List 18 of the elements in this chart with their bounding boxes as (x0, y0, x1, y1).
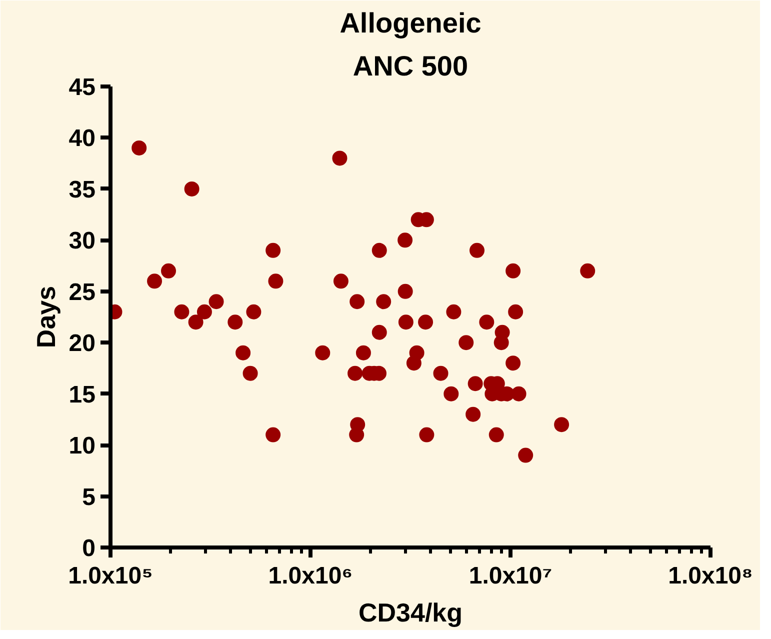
y-tick-label: 15 (68, 381, 96, 408)
x-tick-label: 1.0x10⁷ (468, 562, 552, 590)
y-tick-label: 30 (68, 228, 96, 255)
y-tick-label: 45 (68, 74, 96, 101)
y-tick-label: 0 (82, 535, 96, 562)
x-tick-label: 1.0x10⁸ (668, 562, 753, 590)
x-tick-label: 1.0x10⁶ (268, 562, 353, 590)
x-tick-label: 1.0x10⁵ (68, 562, 153, 590)
y-tick-label: 5 (82, 484, 96, 511)
x-axis-title: CD34/kg (358, 598, 463, 628)
y-tick-label: 35 (68, 176, 96, 204)
chart-title: Allogeneic (340, 8, 482, 38)
y-tick-label: 10 (68, 432, 96, 460)
y-tick-label: 40 (68, 125, 96, 152)
y-tick-label: 25 (68, 278, 96, 306)
y-axis-title: Days (30, 286, 61, 348)
y-tick-label: 20 (68, 330, 96, 358)
chart-subtitle: ANC 500 (352, 50, 468, 82)
